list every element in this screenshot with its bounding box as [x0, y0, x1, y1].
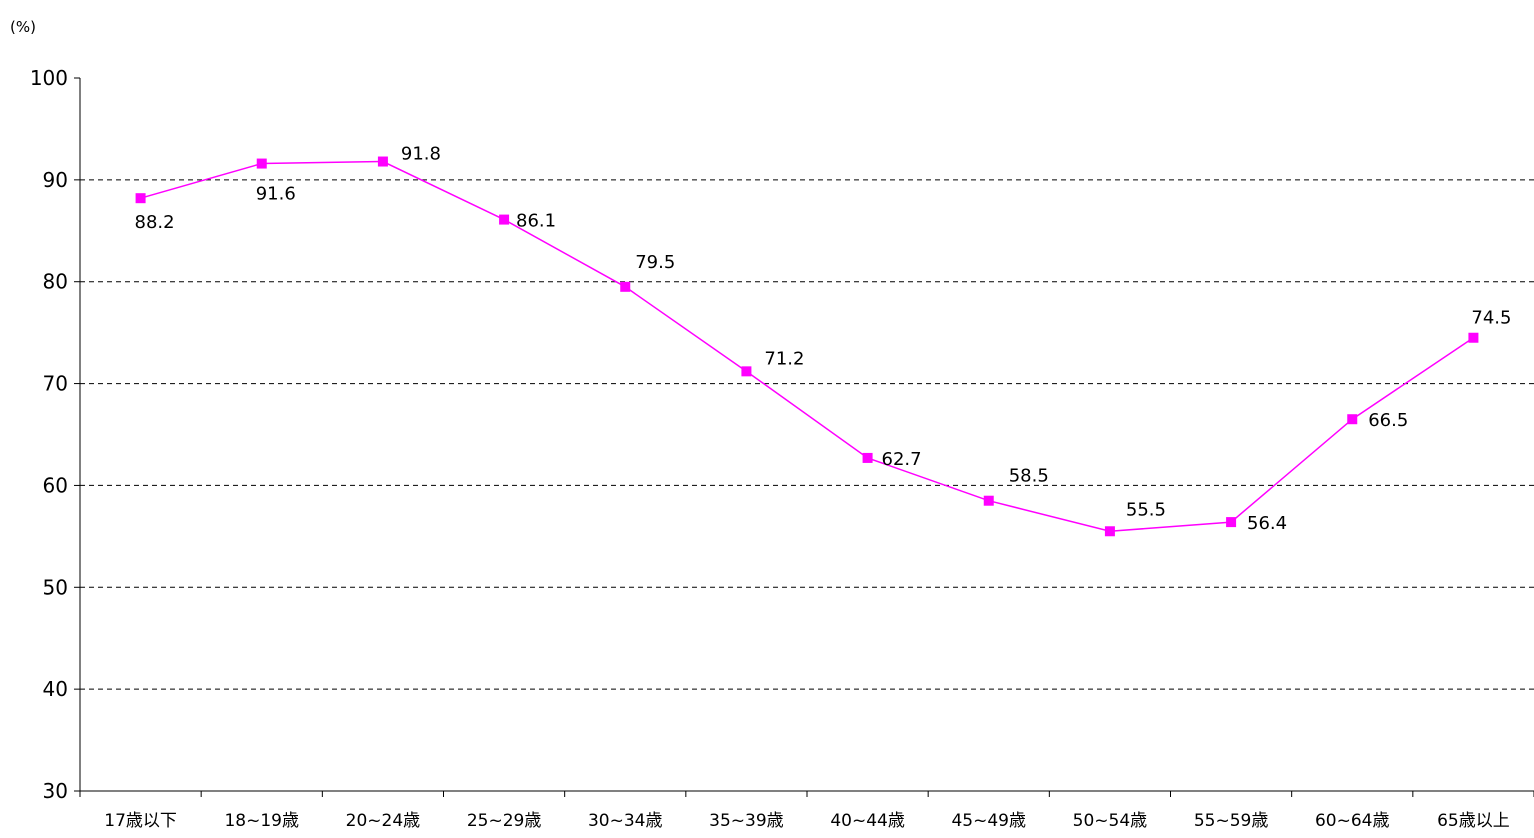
gridlines: [74, 77, 1534, 797]
data-point-marker: [499, 214, 510, 225]
x-tick-label: 65歳以上: [1437, 811, 1510, 831]
data-label: 91.6: [256, 184, 296, 205]
y-tick-label: 70: [43, 372, 68, 396]
x-tick-label: 30~34歳: [588, 811, 663, 831]
data-point-marker: [741, 366, 752, 377]
data-label: 79.5: [635, 252, 675, 273]
data-point-marker: [1468, 332, 1479, 343]
y-tick-label: 40: [43, 677, 68, 701]
data-point-marker: [1104, 526, 1115, 537]
data-point-marker: [862, 452, 873, 463]
x-tick-label: 60~64歳: [1315, 811, 1390, 831]
series-line: [140, 160, 1474, 533]
x-tick-label: 40~44歳: [830, 811, 905, 831]
y-tick-label: 100: [30, 66, 68, 90]
data-label: 71.2: [764, 348, 804, 369]
data-series: [135, 156, 1479, 537]
x-tick-labels: 17歳以下 18~19歳 20~24歳 25~29歳 30~34歳 35~39歳 40~44…: [104, 811, 1509, 831]
y-tick-label: 30: [43, 779, 68, 803]
y-tick-label: 90: [43, 168, 68, 192]
data-point-marker: [983, 495, 994, 506]
axes: (%): [10, 18, 1534, 792]
x-tick-label: 20~24歳: [346, 811, 421, 831]
data-label: 74.5: [1471, 308, 1511, 329]
x-tick-label: 17歳以下: [104, 811, 177, 831]
x-tick-label: 55~59歳: [1194, 811, 1269, 831]
x-tick-label: 50~54歳: [1073, 811, 1148, 831]
data-label: 55.5: [1126, 499, 1166, 520]
y-tick-label: 80: [43, 270, 68, 294]
data-label: 62.7: [882, 449, 922, 470]
y-axis-unit-label: (%): [10, 18, 36, 36]
x-tick-label: 45~49歳: [951, 811, 1026, 831]
data-labels: 88.2 91.6 91.8 86.1 79.5 71.2 62.7 58.5 55.5 56.4…: [135, 144, 1512, 535]
data-point-marker: [1347, 414, 1358, 425]
y-tick-label: 60: [43, 473, 68, 497]
y-tick-label: 50: [43, 575, 68, 599]
data-label: 86.1: [516, 211, 556, 232]
x-tick-label: 18~19歳: [224, 811, 299, 831]
data-point-marker: [135, 193, 146, 204]
data-label: 88.2: [135, 212, 175, 233]
data-point-marker: [1226, 517, 1237, 528]
x-tick-label: 35~39歳: [709, 811, 784, 831]
data-point-marker: [256, 158, 267, 169]
data-label: 56.4: [1247, 513, 1287, 534]
data-label: 58.5: [1009, 466, 1049, 487]
x-tick-label: 25~29歳: [467, 811, 542, 831]
data-label: 91.8: [401, 144, 441, 165]
data-point-marker: [377, 156, 388, 167]
data-point-marker: [620, 281, 631, 292]
data-label: 66.5: [1368, 410, 1408, 431]
y-tick-labels: 30 40 50 60 70 80 90 100: [30, 66, 68, 803]
